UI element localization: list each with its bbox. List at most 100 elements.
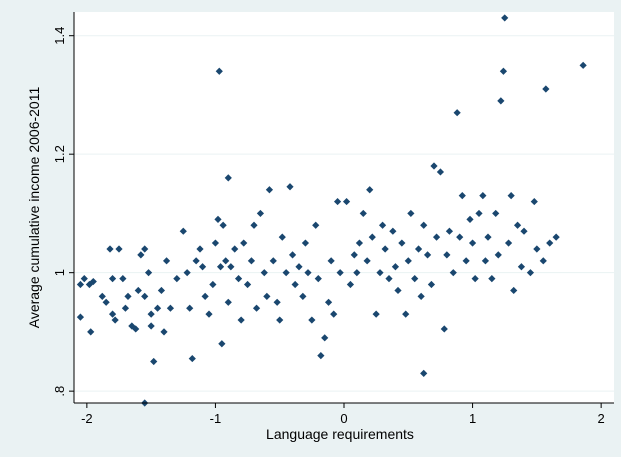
data-point [481,257,490,265]
data-point [291,280,299,289]
data-point [183,269,191,277]
data-point [299,292,307,300]
data-point [466,215,474,223]
data-point [327,257,335,265]
data-point [256,209,265,218]
x-tick-label: 2 [598,411,605,426]
data-point [216,263,225,271]
data-point [102,298,110,306]
data-point [530,197,538,206]
data-points [76,14,587,407]
data-point [484,233,492,241]
x-tick-label: 0 [340,411,347,426]
data-point [350,251,358,259]
axes [69,12,614,408]
data-point [520,227,528,235]
data-point [402,310,410,318]
data-point [346,280,355,289]
data-point [427,280,436,289]
data-point [162,257,171,265]
data-point [247,257,256,265]
data-point [250,221,258,229]
data-point [494,251,502,259]
data-point [501,14,509,22]
data-point [417,292,425,300]
y-axis-title: Average cumulative income 2006-2011 [26,87,42,329]
data-point [121,304,130,312]
data-point [479,192,487,200]
data-point [407,209,415,218]
data-point [240,239,248,247]
data-point [278,233,286,241]
data-point [192,257,200,265]
data-point [147,310,155,318]
data-point [475,209,483,218]
data-point [243,280,252,289]
data-point [552,233,560,241]
data-point [188,354,196,363]
data-point [265,186,274,194]
data-point [539,257,547,265]
data-point [398,239,406,247]
data-point [510,286,518,295]
data-point [526,269,535,277]
data-point [201,292,209,300]
data-point [333,197,342,206]
data-point [288,251,297,259]
data-point [166,304,175,312]
data-point [286,183,294,191]
data-point [394,286,402,295]
data-point [517,263,526,271]
data-point [179,227,187,235]
data-point [443,251,451,259]
plot-area [74,12,614,403]
data-point [282,269,290,277]
data-point [423,251,432,259]
x-tick-label: 1 [469,411,476,426]
y-tick-label: 1.4 [52,27,67,45]
data-point [366,186,374,194]
data-point [488,274,496,283]
data-point [273,298,281,306]
data-point [432,233,441,241]
data-point [389,227,397,235]
data-point [430,162,438,170]
data-point [132,325,140,333]
data-point [141,245,149,253]
data-point [353,269,361,277]
data-point [363,257,371,265]
data-point [106,245,114,253]
data-point [533,245,541,253]
data-point [391,263,400,271]
data-point [141,292,149,300]
data-point [453,109,461,117]
x-axis-title: Language requirements [266,426,414,442]
data-point [198,263,207,271]
data-point [269,257,277,265]
data-point [276,316,284,324]
data-point [499,67,508,75]
data-point [160,328,168,336]
data-point [546,239,554,247]
data-point [115,245,123,253]
data-point [87,328,95,336]
data-point [260,269,268,277]
data-point [147,322,155,330]
data-point [153,304,162,312]
data-point [359,209,367,218]
data-point [445,227,454,235]
data-point [458,192,466,200]
data-point [224,298,232,306]
y-tick-label: 1 [52,269,67,276]
data-point [376,269,384,277]
data-point [304,269,312,277]
data-point [209,280,217,289]
y-tick-label: 1.2 [52,145,67,163]
data-point [321,334,329,342]
data-point [579,61,587,69]
data-point [214,215,222,223]
data-point [205,310,213,318]
data-point [108,310,117,318]
data-point [224,174,232,182]
